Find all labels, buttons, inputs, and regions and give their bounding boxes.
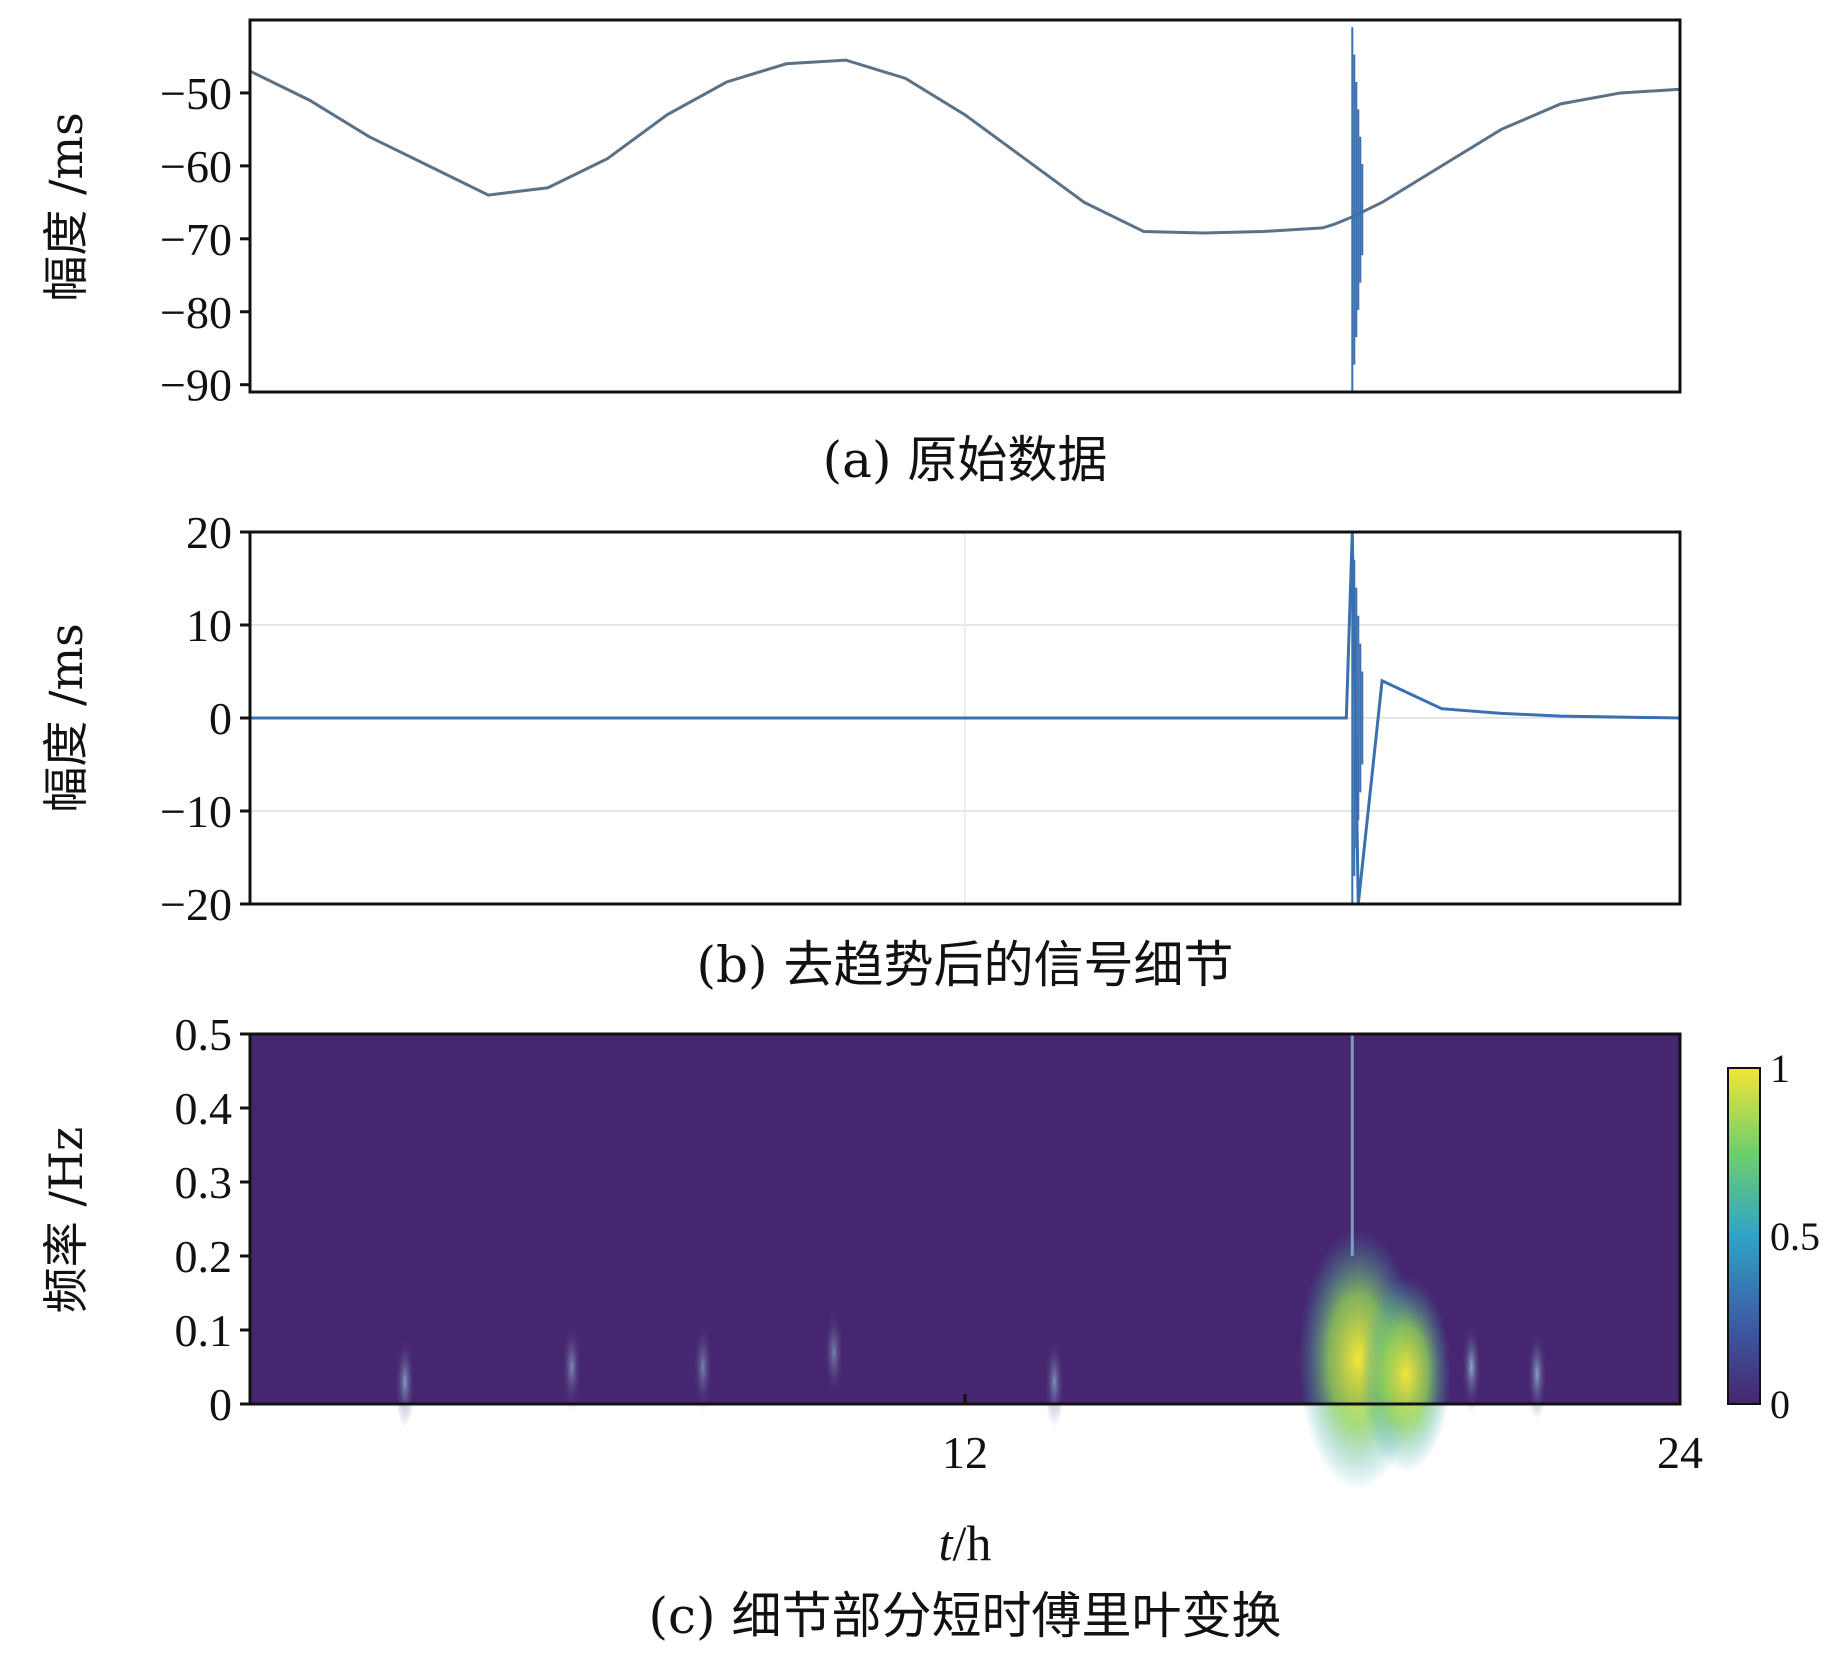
panel-b-frame: [248, 530, 1682, 906]
panel-b-ytick-label: −20: [160, 879, 232, 930]
panel-a-caption: (a) 原始数据: [823, 431, 1108, 489]
panel-b-line-chart: 幅度 /ms 20 10 0 −10 −20 (b) 去趋势后的信号细节: [39, 507, 1682, 994]
panel-c-ytick-label: 0.3: [175, 1157, 233, 1208]
panel-a-ytick-label: −70: [160, 214, 232, 265]
colorbar: [1727, 1067, 1761, 1405]
panel-a-ytick-label: −60: [160, 141, 232, 192]
panel-a-ytick-label: −90: [160, 360, 232, 411]
heatmap-hotspot: [394, 1336, 415, 1427]
panel-a-ytick-label: −50: [160, 68, 232, 119]
heatmap-hotspot: [561, 1322, 582, 1412]
panel-c-ytick-label: 0.5: [175, 1009, 233, 1060]
heatmap-hotspot: [1044, 1336, 1065, 1427]
panel-c-xlabel: t/h: [939, 1515, 992, 1571]
panel-c-ytick-label: 0.2: [175, 1231, 233, 1282]
panel-b-ytick-label: 10: [186, 600, 232, 651]
xlabel-variable: t: [939, 1515, 954, 1571]
panel-c-ytick-label: 0.4: [175, 1083, 233, 1134]
panel-b-ytick-label: −10: [160, 786, 232, 837]
panel-a-ytick-label: −80: [160, 287, 232, 338]
panel-b-caption: (b) 去趋势后的信号细节: [697, 936, 1234, 994]
panel-b-ylabel: 幅度 /ms: [39, 623, 93, 812]
panel-c-xtick-label: 12: [942, 1427, 988, 1478]
panel-a-line-chart: 幅度 /ms −50 −60 −70 −80 −90 (a) 原始数据: [39, 18, 1682, 489]
panel-a-ylabel: 幅度 /ms: [39, 112, 93, 301]
heatmap-hotspot: [1360, 1276, 1451, 1472]
heatmap-hotspot: [823, 1307, 844, 1398]
panel-c-heatmap: 频率 /Hz 0.5 0.4 0.3 0.2 0.1 0 12 24 1 0.5 0 t/h (…: [39, 1009, 1820, 1645]
colorbar-tick-label: 0: [1770, 1382, 1790, 1427]
xlabel-unit: /h: [953, 1515, 992, 1571]
panel-c-ytick-label: 0.1: [175, 1305, 233, 1356]
panel-b-ytick-label: 20: [186, 507, 232, 558]
heatmap-hotspot: [1461, 1322, 1482, 1412]
heatmap-hotspot: [692, 1322, 713, 1412]
panel-c-caption: (c) 细节部分短时傅里叶变换: [649, 1587, 1282, 1645]
panel-c-frame: [248, 1032, 1682, 1406]
colorbar-tick-label: 1: [1770, 1046, 1790, 1091]
panel-a-frame: [248, 18, 1682, 394]
colorbar-tick-label: 0.5: [1770, 1214, 1820, 1259]
heatmap-hotspot: [1527, 1329, 1547, 1420]
panel-c-xtick-label: 24: [1657, 1427, 1703, 1478]
panel-c-ytick-label: 0: [209, 1379, 232, 1430]
panel-c-ylabel: 频率 /Hz: [39, 1127, 93, 1313]
panel-b-ytick-label: 0: [209, 693, 232, 744]
panel-a-series-line: [249, 58, 1681, 235]
